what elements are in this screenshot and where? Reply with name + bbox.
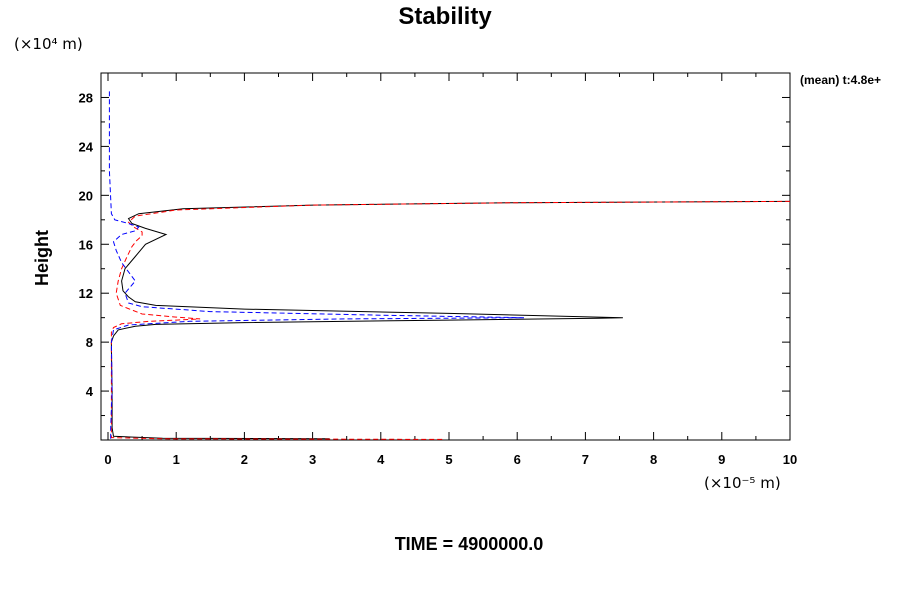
y-tick-label: 4: [86, 384, 94, 399]
series-line-3: [108, 91, 525, 439]
y-tick-label: 24: [79, 139, 94, 154]
y-tick-label: 28: [79, 90, 93, 105]
x-tick-label: 9: [718, 452, 725, 467]
y-tick-label: 20: [79, 188, 93, 203]
x-axis-unit: (×10⁻⁵ m): [704, 474, 781, 492]
chart-title: Stability: [398, 3, 492, 30]
plot-frame: [100, 72, 791, 441]
y-tick-label: 12: [79, 286, 93, 301]
x-tick-label: 10: [783, 452, 797, 467]
series-line-1: [110, 200, 791, 440]
x-tick-label: 1: [173, 452, 180, 467]
footer-time: TIME = 4900000.0: [395, 534, 544, 554]
x-tick-label: 8: [650, 452, 657, 467]
x-tick-label: 4: [377, 452, 385, 467]
x-tick-label: 6: [514, 452, 521, 467]
x-tick-label: 5: [445, 452, 452, 467]
x-tick-label: 7: [582, 452, 589, 467]
y-tick-label: 8: [86, 335, 93, 350]
y-axis-label: Height: [32, 230, 52, 286]
annotation-mean-time: (mean) t:4.8e+: [800, 73, 881, 87]
y-axis-unit: (×10⁴ m): [14, 35, 83, 53]
x-tick-label: 3: [309, 452, 316, 467]
x-tick-label: 0: [104, 452, 111, 467]
x-tick-label: 2: [241, 452, 248, 467]
series-line-2: [110, 200, 791, 440]
y-tick-label: 16: [79, 237, 93, 252]
